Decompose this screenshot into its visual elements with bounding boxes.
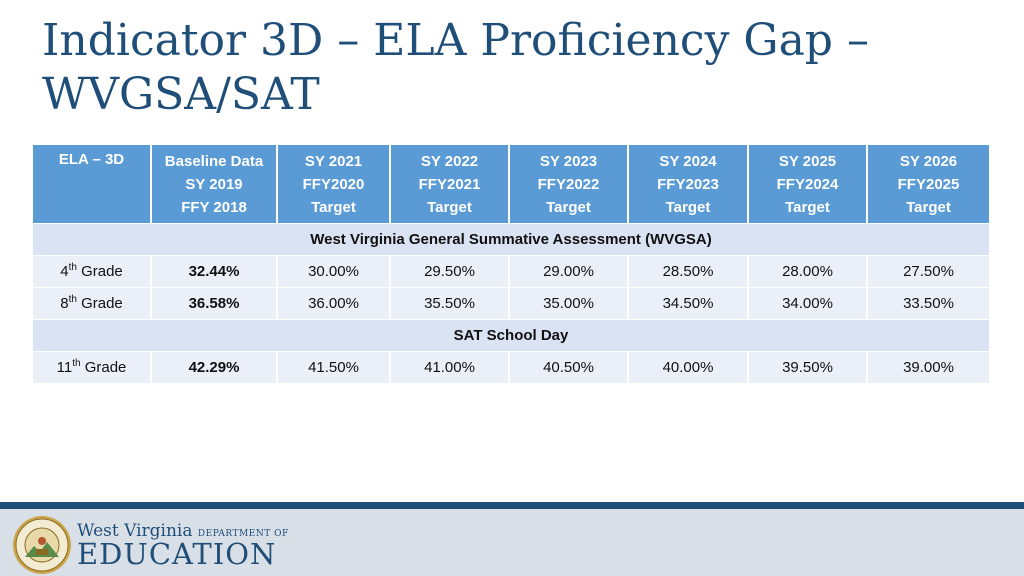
column-header-line: SY 2022 (420, 152, 479, 170)
logo-state-name: West Virginia (77, 521, 193, 541)
target-value-cell: 41.50% (278, 351, 391, 383)
target-value-cell: 36.00% (278, 287, 391, 319)
grade-number: 8 (60, 295, 69, 312)
target-value-cell: 30.00% (278, 255, 391, 287)
target-value-cell: 29.50% (391, 255, 510, 287)
target-value-cell: 35.00% (510, 287, 629, 319)
column-header-line: FFY2025 (897, 175, 960, 193)
grade-word: Grade (76, 263, 123, 280)
column-header-line: Target (311, 198, 356, 216)
column-header-line: FFY 2018 (181, 198, 247, 216)
column-header-indicator: ELA – 3D (33, 145, 152, 223)
target-value-cell: 35.50% (391, 287, 510, 319)
footer-band (0, 502, 1024, 509)
column-header-3: SY 2022 FFY2021 Target (391, 145, 510, 223)
column-header-line: SY 2025 (778, 152, 837, 170)
target-value-cell: 28.50% (629, 255, 749, 287)
slide-title-line-1: Indicator 3D – ELA Proficiency Gap – (42, 15, 869, 66)
column-header-line: FFY2020 (302, 175, 365, 193)
proficiency-gap-table: ELA – 3D Baseline Data SY 2019 FFY 2018 SY 2… (33, 145, 989, 383)
baseline-value-cell: 42.29% (152, 351, 278, 383)
column-header-line: Target (906, 198, 951, 216)
column-header-5: SY 2024 FFY2023 Target (629, 145, 749, 223)
section-label: SAT School Day (33, 319, 989, 351)
target-value-cell: 39.50% (749, 351, 868, 383)
grade-word: Grade (76, 295, 123, 312)
column-header-line: FFY2023 (657, 175, 719, 193)
column-header-line: FFY2024 (776, 175, 839, 193)
target-value-cell: 40.00% (629, 351, 749, 383)
grade-number: 4 (60, 263, 69, 280)
table-body: West Virginia General Summative Assessme… (33, 223, 989, 383)
slide-title-line-2: WVGSA/SAT (42, 69, 320, 120)
grade-word: Grade (80, 359, 127, 376)
column-header-line: Target (427, 198, 472, 216)
header-row: ELA – 3D Baseline Data SY 2019 FFY 2018 SY 2… (33, 145, 989, 223)
grade-label: 8th Grade (33, 287, 152, 319)
table-row: 4th Grade 32.44% 30.00% 29.50% 29.00% 28.50% 2… (33, 255, 989, 287)
column-header-4: SY 2023 FFY2022 Target (510, 145, 629, 223)
target-value-cell: 39.00% (868, 351, 989, 383)
column-header-line: FFY2022 (537, 175, 600, 193)
table-header: ELA – 3D Baseline Data SY 2019 FFY 2018 SY 2… (33, 145, 989, 223)
target-value-cell: 29.00% (510, 255, 629, 287)
column-header-2: SY 2021 FFY2020 Target (278, 145, 391, 223)
baseline-value-cell: 32.44% (152, 255, 278, 287)
section-row: West Virginia General Summative Assessme… (33, 223, 989, 255)
section-row: SAT School Day (33, 319, 989, 351)
table-row: 8th Grade 36.58% 36.00% 35.50% 35.00% 34.50% 3… (33, 287, 989, 319)
column-header-1: Baseline Data SY 2019 FFY 2018 (152, 145, 278, 223)
target-value-cell: 34.00% (749, 287, 868, 319)
column-header-line: SY 2026 (899, 152, 958, 170)
column-header-7: SY 2026 FFY2025 Target (868, 145, 989, 223)
grade-number: 11 (56, 359, 73, 376)
column-header-6: SY 2025 FFY2024 Target (749, 145, 868, 223)
column-header-line: Baseline Data (164, 152, 264, 170)
column-header-line: Target (785, 198, 830, 216)
state-seal-icon (13, 516, 71, 574)
column-header-line: SY 2024 (659, 152, 717, 170)
grade-ordinal-suffix: th (72, 358, 81, 369)
target-value-cell: 40.50% (510, 351, 629, 383)
grade-ordinal-suffix: th (68, 262, 77, 273)
target-value-cell: 41.00% (391, 351, 510, 383)
column-header-line: ELA – 3D (58, 151, 125, 168)
target-value-cell: 27.50% (868, 255, 989, 287)
column-header-line: SY 2019 (185, 175, 243, 193)
section-label: West Virginia General Summative Assessme… (33, 223, 989, 255)
target-value-cell: 28.00% (749, 255, 868, 287)
column-header-line: FFY2021 (418, 175, 481, 193)
target-value-cell: 34.50% (629, 287, 749, 319)
grade-label: 11th Grade (33, 351, 152, 383)
logo-department-of: DEPARTMENT OF (197, 529, 289, 539)
baseline-value-cell: 36.58% (152, 287, 278, 319)
column-header-line: Target (546, 198, 591, 216)
column-header-line: Target (665, 198, 711, 216)
footer (0, 509, 1024, 576)
logo-education: EDUCATION (77, 537, 277, 571)
slide-title: Indicator 3D – ELA Proficiency Gap – WVG… (42, 14, 1002, 122)
logo-wordmark-top: West Virginia DEPARTMENT OF (77, 521, 289, 541)
column-header-line: SY 2023 (539, 152, 598, 170)
table-row: 11th Grade 42.29% 41.50% 41.00% 40.50% 40.00%… (33, 351, 989, 383)
grade-ordinal-suffix: th (68, 294, 77, 305)
target-value-cell: 33.50% (868, 287, 989, 319)
column-header-line: SY 2021 (304, 152, 363, 170)
grade-label: 4th Grade (33, 255, 152, 287)
